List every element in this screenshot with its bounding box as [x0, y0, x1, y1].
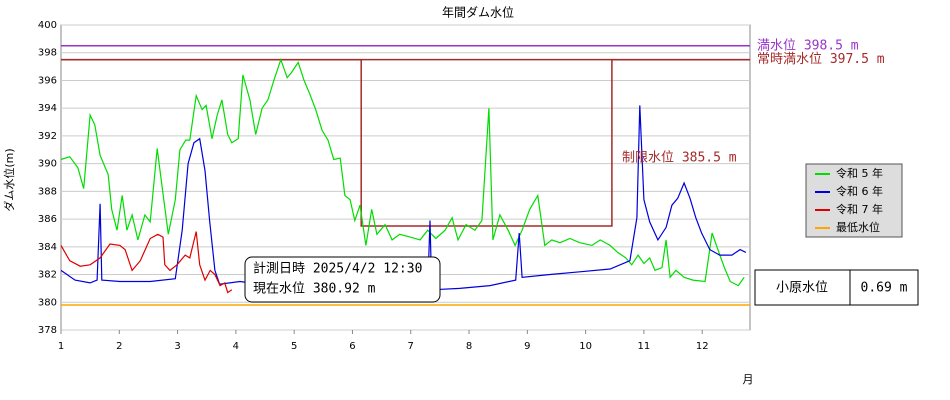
y-tick-label: 384: [38, 242, 57, 253]
info-line: 計測日時 2025/4/2 12:30: [253, 261, 422, 277]
y-tick-label: 396: [38, 75, 57, 86]
series-line: [60, 57, 745, 287]
side-table: [754, 269, 919, 306]
y-tick-label: 392: [38, 131, 57, 142]
x-tick-label: 10: [579, 341, 592, 352]
x-tick-label: 12: [696, 341, 709, 352]
x-tick-label: 8: [466, 341, 472, 352]
legend-label: 最低水位: [836, 220, 880, 234]
table-value: 0.69 m: [861, 281, 908, 296]
info-box: [244, 256, 441, 303]
y-tick-label: 390: [38, 159, 57, 170]
x-tick-label: 5: [291, 341, 297, 352]
legend-label: 令和 6 年: [836, 184, 883, 198]
grid: [60, 24, 750, 334]
series-line: [60, 105, 747, 296]
x-tick-label: 11: [638, 341, 651, 352]
y-tick-label: 400: [38, 20, 57, 31]
legend-label: 令和 5 年: [836, 166, 883, 180]
x-tick-label: 2: [116, 341, 122, 352]
legend: [805, 163, 903, 238]
table-label: 小原水位: [776, 281, 828, 296]
x-tick-label: 4: [233, 341, 239, 352]
reference-label: 常時満水位 397.5 m: [757, 52, 885, 67]
y-tick-label: 386: [38, 214, 57, 225]
y-tick-label: 398: [38, 48, 57, 59]
reference-label: 満水位 398.5 m: [757, 38, 859, 53]
x-tick-label: 7: [408, 341, 414, 352]
x-tick-label: 9: [524, 341, 530, 352]
info-line: 現在水位 380.92 m: [253, 282, 376, 297]
x-tick-label: 6: [349, 341, 355, 352]
y-tick-label: 394: [38, 103, 57, 114]
legend-label: 令和 7 年: [836, 202, 883, 216]
lines: [60, 45, 750, 306]
y-tick-label: 388: [38, 186, 57, 197]
y-axis-title: ダム水位(m): [2, 148, 16, 211]
x-tick-label: 1: [58, 341, 64, 352]
chart-title: 年間ダム水位: [442, 5, 514, 20]
x-tick-label: 3: [174, 341, 180, 352]
x-axis-title: 月: [743, 373, 754, 386]
rule-curve: [61, 58, 750, 227]
y-tick-label: 378: [38, 325, 57, 336]
series-line: [60, 231, 233, 294]
y-tick-label: 382: [38, 270, 57, 281]
y-tick-label: 380: [38, 297, 57, 308]
rule-curve-label: 制限水位 385.5 m: [622, 151, 737, 166]
